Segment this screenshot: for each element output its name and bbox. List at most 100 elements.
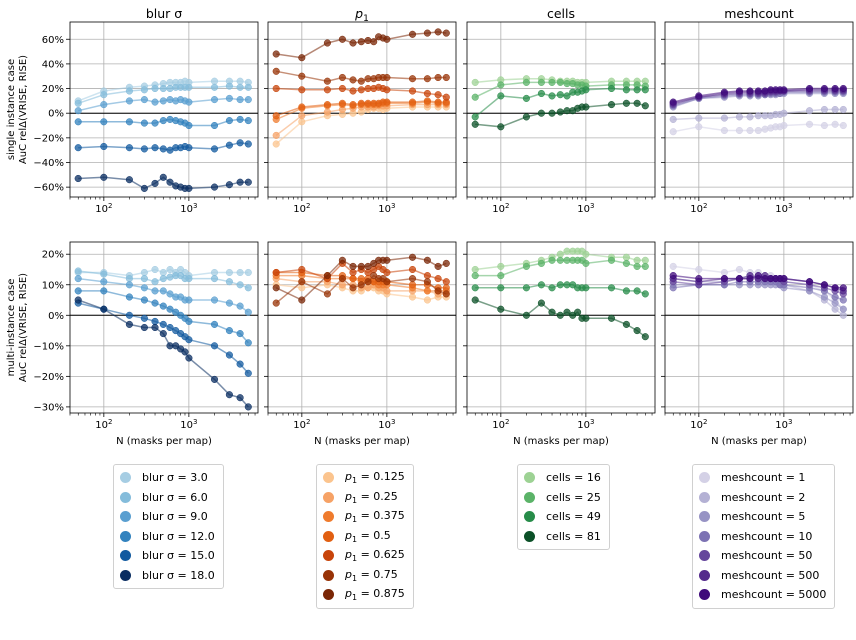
data-point: [820, 105, 828, 114]
data-point: [166, 84, 174, 93]
legend-label: p1 = 0.875: [345, 587, 405, 603]
panel-title-cells: cells: [547, 6, 575, 21]
data-point: [442, 278, 450, 286]
legend-marker: [120, 472, 131, 484]
x-tick-label: 102: [492, 202, 509, 215]
data-point: [548, 92, 556, 100]
data-point: [497, 123, 505, 131]
data-point: [338, 281, 346, 289]
data-point: [125, 144, 133, 152]
data-point: [805, 120, 814, 128]
data-point: [582, 250, 590, 258]
data-point: [338, 99, 346, 107]
data-point: [820, 293, 828, 301]
data-point: [125, 293, 133, 301]
panel-cells-row0: 102 103: [463, 21, 656, 215]
x-axis-label: N (masks per map): [314, 436, 410, 447]
data-point: [820, 121, 828, 130]
data-point: [695, 92, 703, 100]
data-point: [151, 317, 159, 325]
legend-label: meshcount = 10: [721, 529, 813, 543]
y-tick-label: −20%: [33, 372, 64, 383]
data-point: [159, 320, 167, 328]
data-point: [423, 97, 431, 105]
legend-marker: [323, 511, 334, 523]
data-point: [298, 296, 306, 304]
legend-marker: [323, 472, 334, 484]
data-point: [695, 114, 703, 122]
panel-frame: [664, 241, 854, 414]
data-point: [225, 299, 233, 307]
data-point: [556, 91, 564, 99]
data-point: [442, 73, 450, 82]
data-point: [537, 281, 545, 289]
data-point: [100, 305, 108, 313]
data-point: [434, 73, 442, 82]
data-point: [244, 369, 252, 377]
data-point: [383, 86, 391, 94]
data-point: [140, 296, 148, 304]
data-point: [831, 299, 839, 307]
x-tick-label: 103: [378, 418, 395, 431]
data-point: [434, 91, 442, 99]
data-point: [151, 98, 159, 106]
panel-cells-row1: 102 103 N (masks per map): [463, 241, 656, 447]
panel-frame: [664, 21, 854, 198]
legend-label: cells = 81: [546, 529, 601, 543]
data-point: [236, 139, 244, 147]
data-point: [225, 278, 233, 286]
data-point: [720, 126, 728, 135]
data-point: [522, 311, 530, 319]
data-point: [408, 30, 417, 38]
data-point: [185, 296, 193, 304]
data-point: [244, 96, 252, 104]
data-point: [442, 93, 450, 101]
data-point: [236, 268, 244, 277]
data-point: [423, 75, 431, 83]
legend-item: blur σ = 15.0: [120, 546, 215, 566]
legend-item: meshcount = 5000: [699, 585, 826, 605]
data-point: [323, 39, 331, 47]
data-point: [125, 176, 133, 184]
data-point: [364, 262, 372, 270]
data-point: [633, 256, 641, 264]
data-point: [159, 97, 167, 105]
data-point: [349, 268, 357, 277]
data-point: [225, 351, 233, 359]
data-point: [641, 290, 649, 298]
data-point: [210, 375, 219, 383]
data-point: [383, 287, 391, 295]
panel-title-p1: p1: [354, 6, 369, 24]
data-point: [556, 311, 564, 319]
data-point: [298, 54, 306, 62]
panel-frame: [466, 241, 656, 414]
panel-meshcount-row1: 102 103 N (masks per map): [661, 241, 854, 447]
data-point: [633, 86, 641, 94]
data-point: [225, 268, 233, 277]
data-point: [166, 305, 174, 313]
legend-item: p1 = 0.875: [323, 585, 405, 605]
data-point: [695, 265, 703, 274]
data-point: [761, 125, 769, 133]
data-point: [185, 317, 193, 325]
legend-marker: [524, 491, 535, 503]
data-point: [735, 87, 743, 95]
legend-marker: [323, 569, 334, 581]
data-point: [225, 94, 233, 102]
data-point: [166, 178, 174, 186]
data-point: [323, 101, 331, 109]
x-tick-label: 103: [180, 202, 197, 215]
data-point: [735, 275, 743, 283]
data-point: [720, 114, 728, 122]
x-tick-label: 103: [775, 418, 792, 431]
data-point: [434, 262, 442, 270]
data-point: [151, 299, 159, 307]
data-point: [225, 82, 233, 90]
panel-frame: [466, 21, 656, 198]
data-point: [74, 296, 82, 304]
data-point: [805, 107, 814, 115]
data-point: [74, 118, 82, 126]
data-point: [100, 118, 108, 126]
y-tick-label: 20%: [42, 250, 64, 261]
data-point: [140, 268, 148, 277]
